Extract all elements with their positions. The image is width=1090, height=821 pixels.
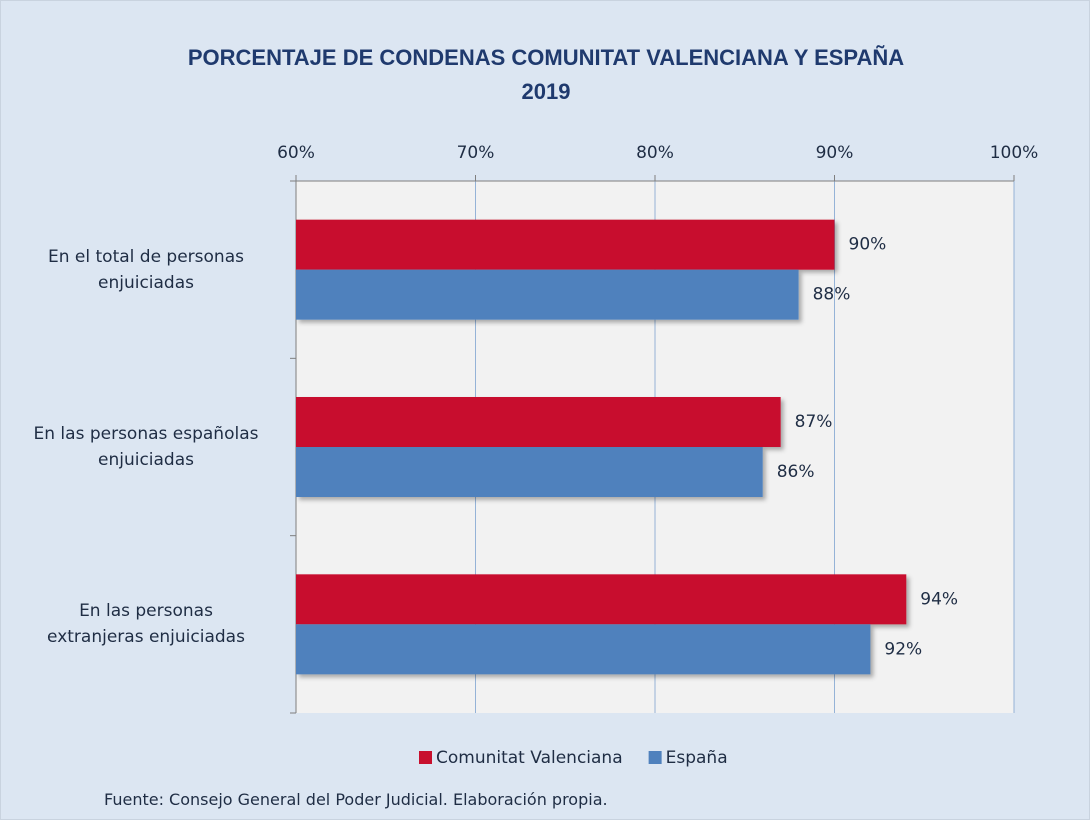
y-tick-label: En las personas españolas enjuiciadas bbox=[33, 424, 259, 470]
legend-swatch bbox=[648, 751, 662, 764]
value-label: 90% bbox=[849, 235, 887, 255]
value-label: 87% bbox=[795, 412, 833, 432]
x-tick-label: 60% bbox=[277, 143, 315, 163]
value-label: 86% bbox=[777, 462, 815, 482]
x-tick-label: 100% bbox=[990, 143, 1039, 163]
chart-title: PORCENTAJE DE CONDENAS COMUNITAT VALENCI… bbox=[187, 45, 905, 104]
legend-label: Comunitat Valenciana bbox=[436, 748, 623, 768]
bar bbox=[296, 624, 871, 675]
legend-swatch bbox=[419, 751, 432, 764]
y-tick-label: En el total de personas enjuiciadas bbox=[48, 246, 244, 293]
bar bbox=[296, 447, 763, 497]
y-tick-label: En las personas extranjeras enjuiciadas bbox=[47, 601, 245, 648]
x-tick-label: 70% bbox=[457, 143, 495, 163]
source: Fuente: Consejo General del Poder Judici… bbox=[104, 790, 608, 809]
x-tick-label: 80% bbox=[636, 143, 674, 163]
legend-label: España bbox=[666, 748, 728, 768]
bar bbox=[296, 269, 799, 320]
value-label: 94% bbox=[920, 589, 958, 609]
bar bbox=[296, 397, 781, 447]
value-label: 92% bbox=[884, 639, 922, 659]
bar bbox=[296, 574, 907, 625]
bar bbox=[296, 219, 835, 270]
value-label: 88% bbox=[813, 285, 851, 305]
x-tick-label: 90% bbox=[816, 143, 854, 163]
